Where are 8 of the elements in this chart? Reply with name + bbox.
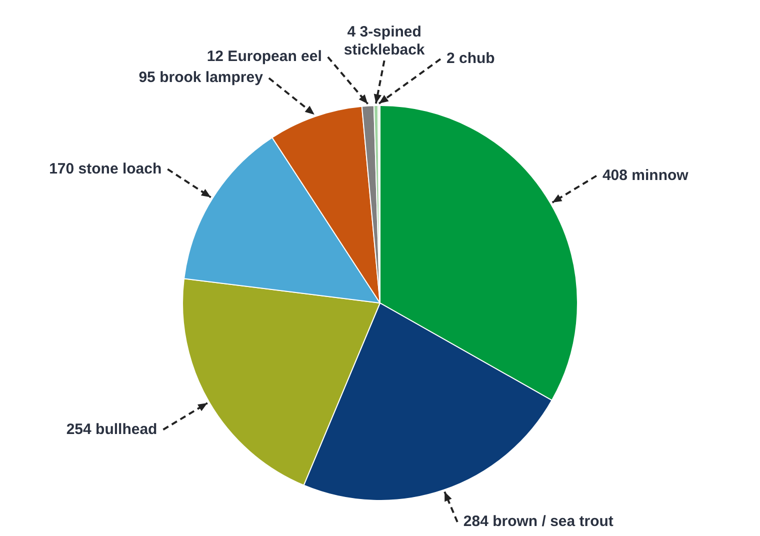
slice-label: 95 brook lamprey: [138, 69, 264, 86]
slice-label: 4 3-spined stickleback: [344, 24, 426, 59]
slice-label: 170 stone loach: [49, 160, 162, 178]
slice-label: 254 bullhead: [66, 420, 158, 438]
slice-label: 2 chub: [446, 50, 495, 68]
slice-label: 12 European eel: [206, 48, 322, 66]
slice-label: 408 minnow: [602, 166, 689, 184]
slice-label: 284 brown / sea trout: [463, 513, 614, 530]
